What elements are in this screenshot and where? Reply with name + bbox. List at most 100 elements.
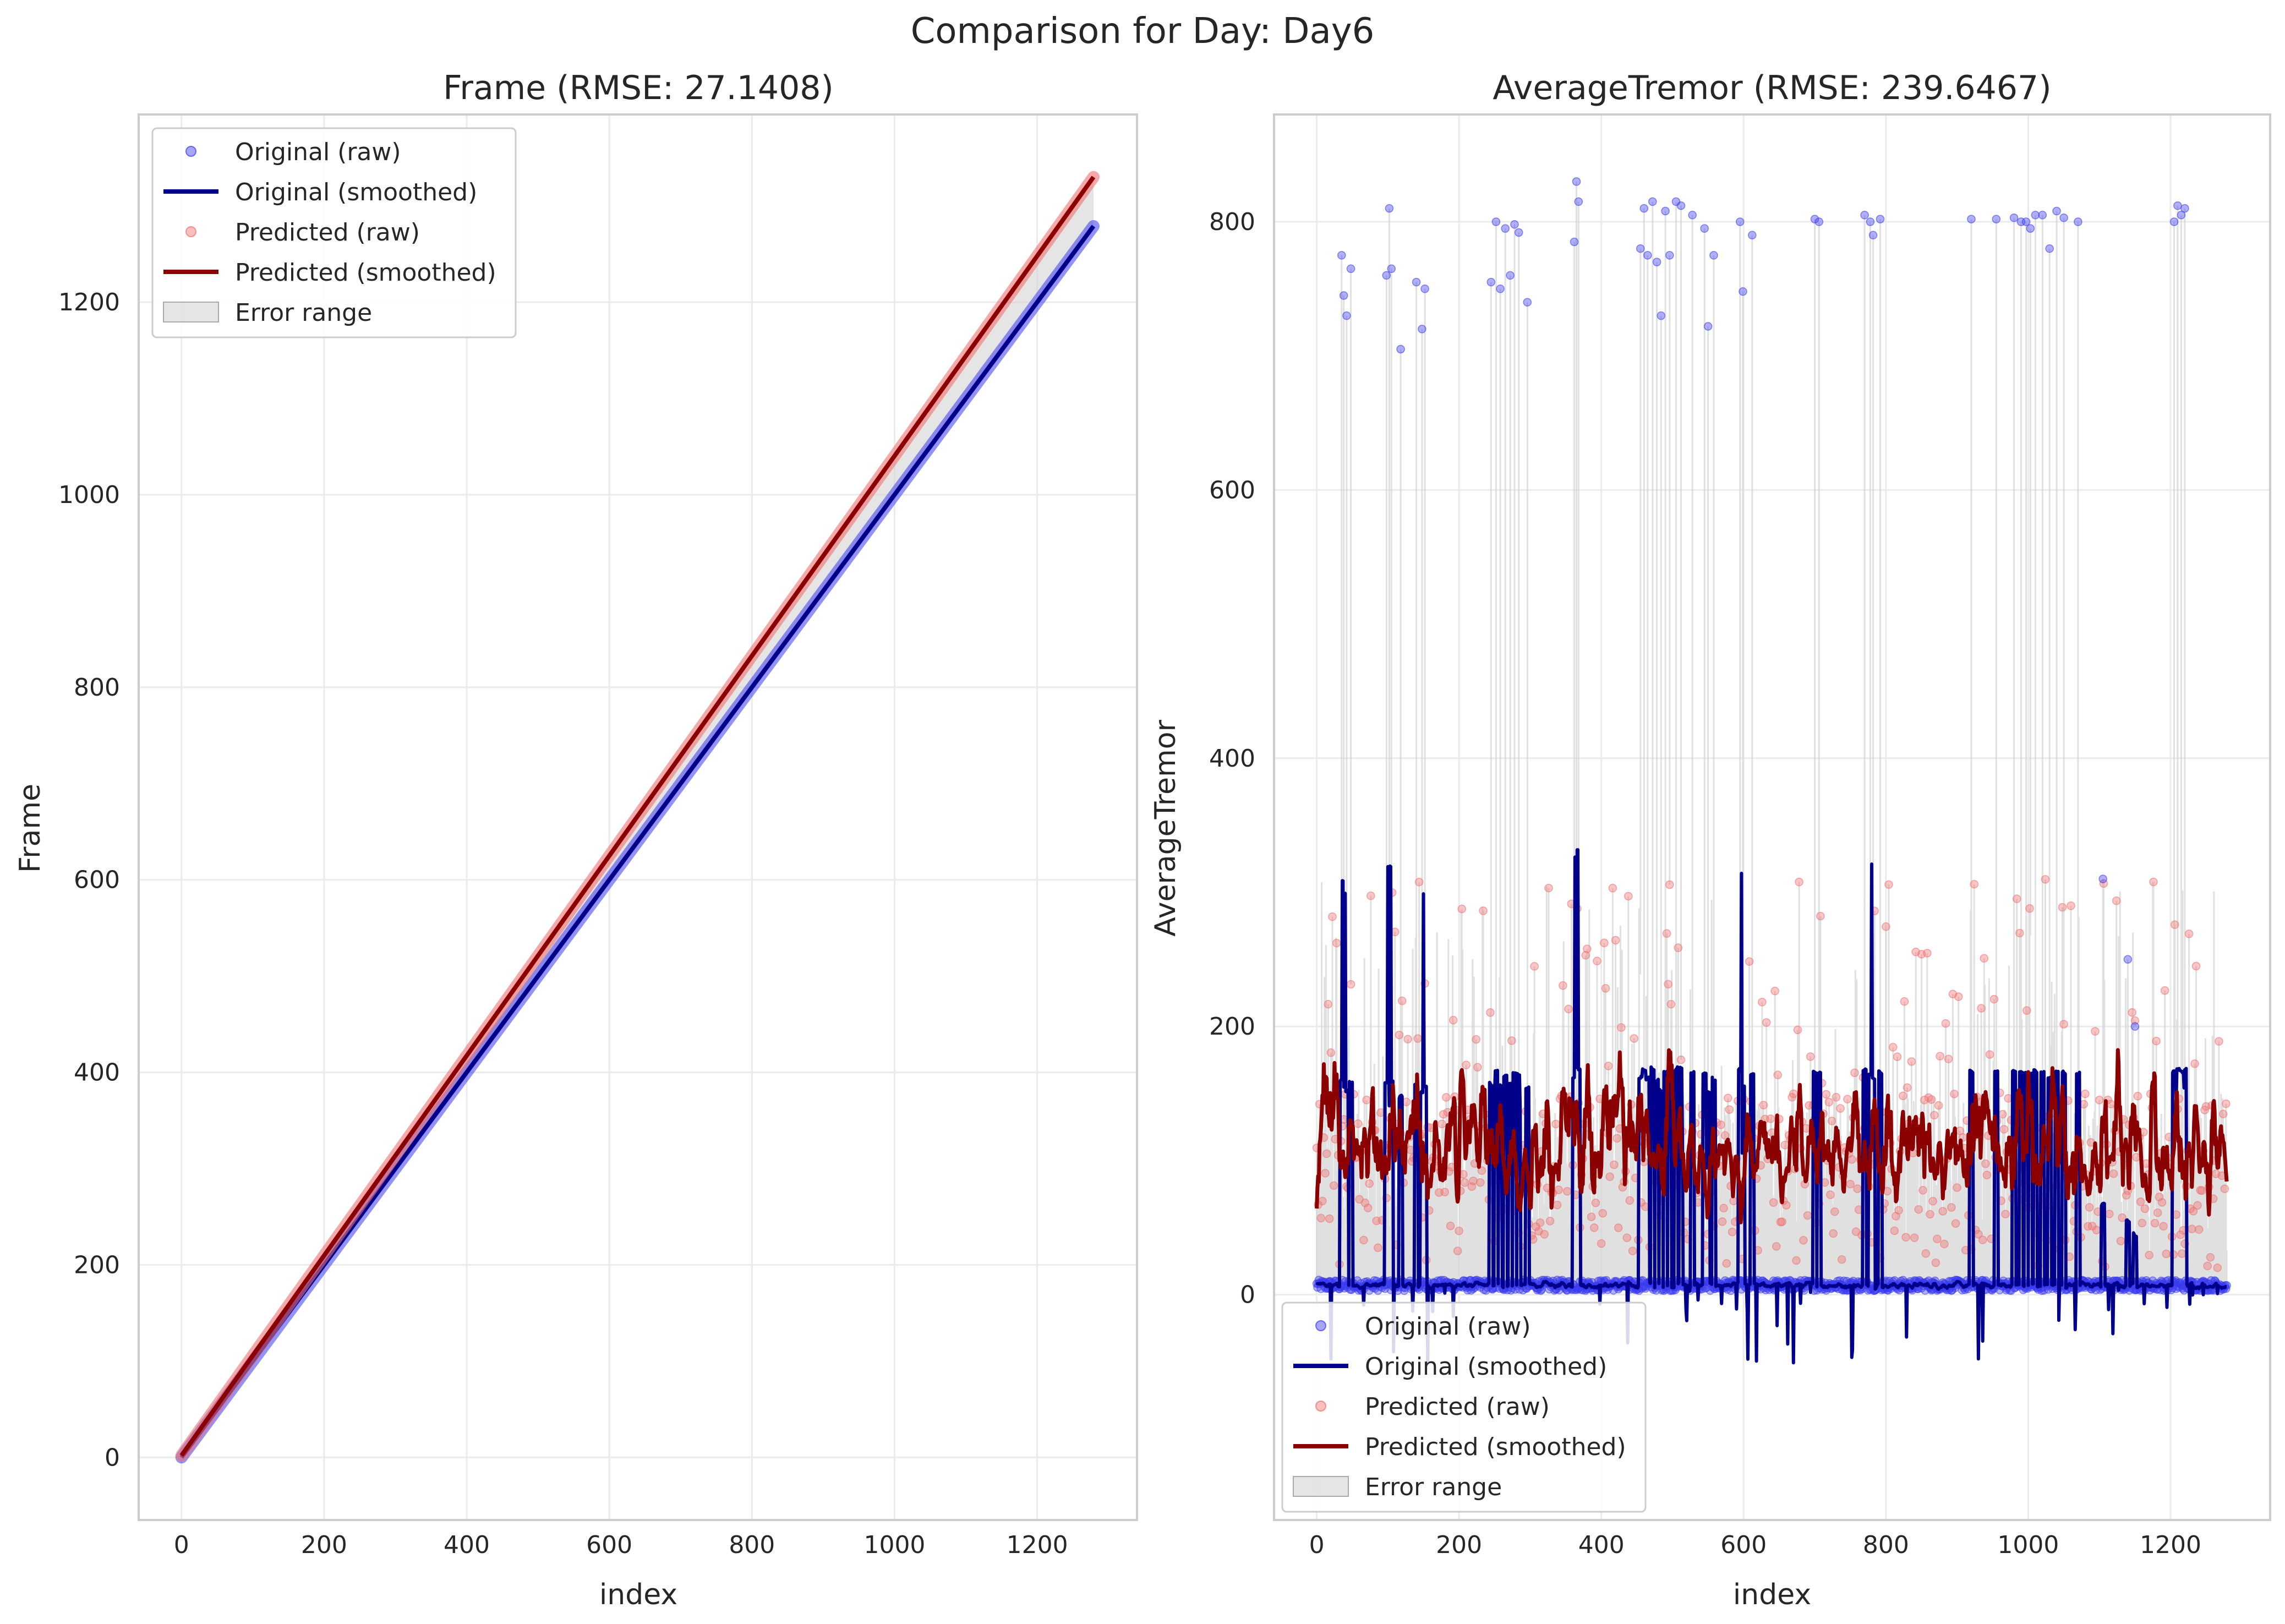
predicted-raw-point — [1551, 1119, 1560, 1129]
predicted-raw-point — [2140, 1204, 2150, 1213]
original-raw-point — [1382, 271, 1391, 280]
predicted-raw-point — [1795, 877, 1803, 887]
predicted-raw-point — [1325, 1214, 1334, 1223]
predicted-raw-point — [1469, 1177, 1478, 1185]
original-raw-point — [2074, 217, 2082, 226]
predicted-raw-point — [1610, 1160, 1619, 1169]
predicted-raw-point — [1535, 1218, 1545, 1227]
predicted-raw-point — [2128, 1008, 2136, 1017]
legend-box — [151, 127, 517, 338]
predicted-raw-point — [1890, 1226, 1899, 1235]
predicted-raw-point — [1899, 1091, 1907, 1101]
predicted-raw-point — [1472, 1035, 1480, 1044]
y-tick-label: 400 — [74, 1059, 120, 1087]
predicted-raw-point — [1981, 1159, 1990, 1168]
original-raw-point — [1868, 231, 1878, 240]
original-raw-point — [1510, 220, 1519, 229]
predicted-raw-point — [1778, 1217, 1786, 1226]
original-raw-point — [1337, 251, 1346, 260]
original-raw-point — [2098, 874, 2107, 883]
predicted-raw-point — [2197, 1186, 2206, 1195]
predicted-raw-point — [1720, 1131, 1730, 1140]
predicted-raw-point — [1999, 1125, 2009, 1134]
predicted-raw-point — [1944, 1054, 1953, 1064]
original-raw-point — [1396, 345, 1405, 354]
predicted-raw-point — [1666, 1000, 1676, 1009]
predicted-raw-point — [1893, 1052, 1902, 1062]
predicted-raw-point — [1605, 1172, 1614, 1181]
legend-label: Predicted (smoothed) — [1365, 1433, 1626, 1461]
x-tick-label: 200 — [301, 1531, 347, 1559]
predicted-raw-point — [1931, 1258, 1940, 1267]
original-raw-point — [1639, 204, 1649, 213]
predicted-raw-point — [1928, 1196, 1937, 1206]
legend-label: Predicted (smoothed) — [235, 259, 496, 287]
legend-entry: Original (raw) — [185, 138, 401, 166]
predicted-raw-point — [1477, 1166, 1486, 1175]
predicted-raw-point — [1457, 904, 1467, 914]
predicted-raw-point — [1882, 922, 1890, 931]
predicted-raw-point — [2159, 1222, 2168, 1231]
predicted-raw-point — [1316, 1213, 1326, 1223]
y-tick-label: 1200 — [58, 288, 120, 316]
original-raw-point — [2173, 201, 2182, 210]
predicted-raw-point — [1792, 1256, 1801, 1265]
y-axis-label-average-tremor: AverageTremor — [1149, 720, 1182, 937]
predicted-raw-point — [1601, 984, 1610, 993]
predicted-raw-point — [1559, 981, 1567, 990]
predicted-raw-point — [1718, 1217, 1727, 1226]
original-raw-point — [1412, 277, 1421, 287]
predicted-raw-point — [2149, 877, 2158, 887]
original-raw-point — [1418, 325, 1426, 333]
predicted-raw-point — [1745, 957, 1754, 966]
predicted-raw-point — [1442, 1093, 1451, 1102]
legend-label: Original (raw) — [1365, 1313, 1531, 1341]
original-raw-point — [2031, 211, 2040, 220]
original-raw-point — [1648, 197, 1657, 206]
predicted-raw-point — [1773, 1070, 1783, 1080]
predicted-raw-point — [2220, 1184, 2229, 1193]
predicted-raw-point — [1789, 1089, 1798, 1098]
predicted-raw-point — [1803, 1211, 1812, 1220]
predicted-raw-point — [1625, 1196, 1635, 1205]
predicted-raw-point — [2025, 904, 2034, 913]
predicted-raw-point — [1360, 1199, 1370, 1207]
predicted-raw-point — [1564, 1004, 1573, 1014]
predicted-raw-point — [1545, 1217, 1555, 1226]
predicted-raw-point — [1930, 1111, 1939, 1120]
original-raw-point — [1876, 215, 1885, 223]
x-tick-label: 800 — [729, 1531, 775, 1559]
predicted-raw-point — [1440, 1188, 1450, 1196]
predicted-raw-point — [2213, 1263, 2222, 1272]
original-raw-point — [2123, 955, 2133, 964]
original-raw-point — [1523, 298, 1532, 307]
predicted-raw-point — [1836, 1104, 1845, 1113]
predicted-raw-point — [1980, 954, 1989, 963]
predicted-raw-point — [1611, 936, 1620, 945]
legend-marker — [1315, 1320, 1326, 1331]
predicted-raw-point — [1617, 1023, 1626, 1032]
x-tick-label: 600 — [1720, 1531, 1767, 1559]
predicted-raw-point — [2176, 1230, 2185, 1239]
predicted-raw-point — [2153, 1208, 2162, 1217]
predicted-raw-point — [1449, 1016, 1458, 1025]
x-tick-label: 1000 — [863, 1531, 925, 1559]
predicted-raw-point — [1583, 944, 1592, 954]
predicted-raw-point — [1395, 1030, 1404, 1040]
predicted-raw-point — [1832, 1093, 1841, 1102]
predicted-raw-point — [1353, 1119, 1363, 1128]
original-raw-point — [1967, 215, 1976, 223]
predicted-raw-point — [1473, 1063, 1482, 1072]
predicted-raw-point — [1806, 1052, 1815, 1061]
chart-title-average-tremor: AverageTremor (RMSE: 239.6467) — [1493, 69, 2051, 107]
predicted-raw-point — [1413, 1034, 1422, 1043]
predicted-raw-point — [2188, 1224, 2196, 1233]
predicted-raw-point — [1608, 884, 1617, 893]
predicted-raw-point — [2122, 1191, 2131, 1200]
predicted-raw-point — [1544, 883, 1553, 893]
predicted-raw-point — [1950, 1090, 1959, 1098]
predicted-raw-point — [2092, 1226, 2101, 1234]
predicted-raw-point — [1989, 994, 1999, 1004]
predicted-raw-point — [1460, 1178, 1469, 1187]
original-raw-point — [1636, 244, 1645, 253]
